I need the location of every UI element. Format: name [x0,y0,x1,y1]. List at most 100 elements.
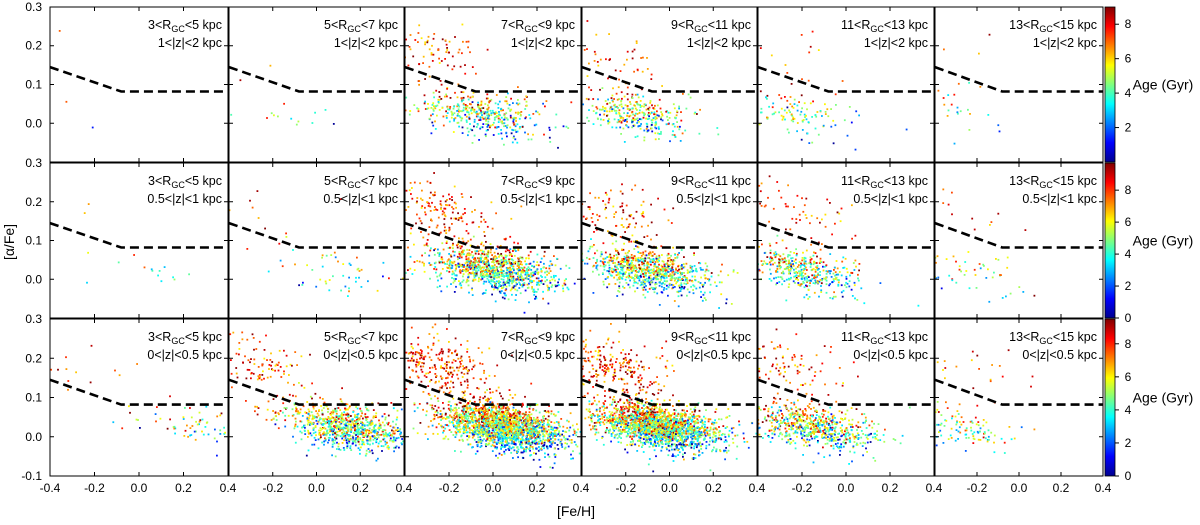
data-point [281,265,284,268]
data-point [416,260,419,262]
data-point [643,286,646,289]
data-point [498,418,501,420]
data-point [801,276,804,279]
data-point [640,268,642,271]
data-point [615,258,618,261]
data-point [263,377,265,380]
data-point [622,119,625,122]
data-point [659,269,662,271]
data-point [816,267,819,269]
data-point [418,80,421,82]
data-point [692,292,695,295]
data-point [375,459,378,462]
data-point [791,114,794,117]
data-point [955,260,957,263]
data-point [635,101,638,103]
data-point [471,210,473,213]
data-point [673,134,676,136]
data-point [380,433,383,436]
data-point [565,264,568,267]
data-point [540,270,543,273]
data-point [460,384,463,386]
data-point [772,102,775,105]
data-point [784,259,786,261]
data-point [306,417,309,420]
data-point [824,111,827,113]
data-point [442,248,445,251]
data-point [114,369,116,372]
data-point [338,428,340,430]
data-point [491,286,494,288]
data-point [791,260,794,262]
data-point [633,118,636,121]
data-point [800,94,803,97]
data-point [510,276,513,279]
data-point [592,123,595,125]
data-point [488,125,491,128]
data-point [307,413,310,415]
data-point [825,279,828,282]
data-point [788,131,790,134]
data-point [679,290,682,292]
data-point [658,267,660,270]
data-point [600,108,603,111]
data-point [601,253,603,256]
data-point [629,265,632,268]
data-point [520,433,523,436]
data-point [693,254,695,256]
data-point [687,93,690,96]
data-point [549,260,552,263]
data-point [857,279,860,282]
data-point [537,283,540,285]
data-point [318,419,321,422]
data-point [443,207,446,210]
data-point [452,381,454,384]
data-point [367,435,370,438]
data-point [604,257,607,260]
data-point [650,78,653,80]
data-point [683,282,686,285]
data-point [809,282,811,284]
data-point [854,259,857,262]
data-point [626,255,629,257]
data-point [639,257,642,259]
data-point [295,409,297,412]
data-point [446,47,448,49]
data-point [256,405,258,408]
data-point [661,275,664,278]
data-point [550,432,552,435]
data-point [649,269,651,272]
data-point [826,270,829,273]
data-point [506,269,509,271]
data-point [825,264,828,267]
data-point [469,406,472,409]
data-point [487,249,490,252]
data-point [368,421,371,424]
data-point [639,106,642,108]
data-point [349,264,352,266]
data-point [428,262,431,264]
data-point [495,268,498,271]
data-point [173,278,176,281]
data-point [506,280,508,283]
data-point [371,429,373,431]
data-point [652,259,654,262]
data-point [617,271,619,274]
data-point [516,123,519,126]
data-point [366,435,369,438]
scatter-points-r0-c2 [405,23,573,149]
data-point [495,212,497,215]
data-point [219,433,222,435]
data-point [768,105,770,108]
data-point [631,57,634,60]
data-point [335,416,338,418]
data-point [325,432,327,435]
data-point [445,229,447,232]
data-point [834,222,836,225]
data-point [536,261,539,264]
data-point [619,70,622,72]
data-point [460,284,463,287]
data-point [671,260,674,263]
data-point [291,364,293,367]
data-point [509,114,512,117]
